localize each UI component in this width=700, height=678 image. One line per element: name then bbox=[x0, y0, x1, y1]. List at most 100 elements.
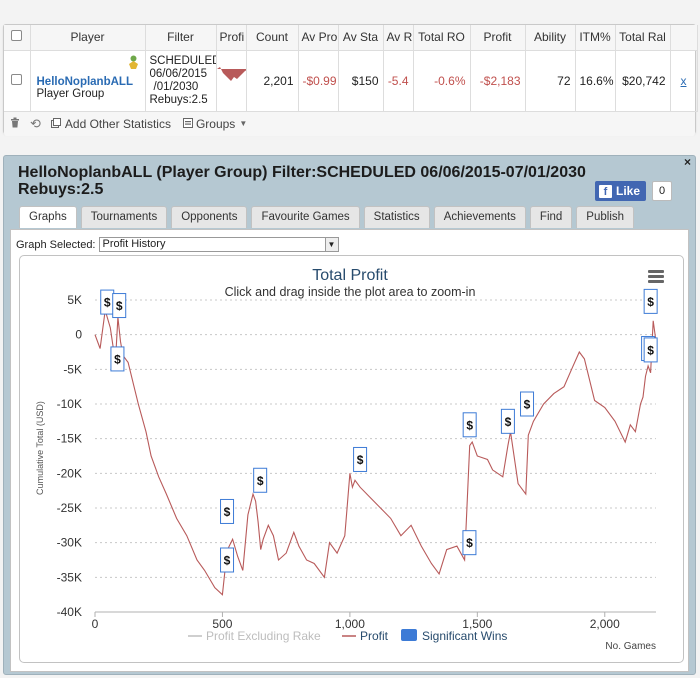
legend-swatch-significant-wins bbox=[401, 629, 417, 641]
refresh-icon[interactable]: ⟲ bbox=[30, 115, 41, 131]
legend-label-significant-wins: Significant Wins bbox=[422, 629, 507, 643]
x-tick-label: 500 bbox=[212, 617, 232, 631]
trash-icon[interactable] bbox=[10, 117, 20, 131]
col-header-itm[interactable]: ITM% bbox=[575, 25, 616, 51]
graph-selector: Graph Selected: Profit History ▼ bbox=[16, 237, 339, 252]
x-tick-label: 1,000 bbox=[335, 617, 365, 631]
tab-find[interactable]: Find bbox=[529, 206, 573, 228]
col-header-av-roi[interactable]: Av R bbox=[383, 25, 414, 51]
chevron-down-icon[interactable]: ▼ bbox=[239, 119, 248, 128]
significant-win-flag bbox=[462, 530, 477, 556]
col-header-ability[interactable]: Ability bbox=[525, 25, 576, 51]
chart-series bbox=[94, 310, 657, 596]
av-profit-value: -$0.99 bbox=[298, 50, 339, 112]
player-type: Player Group bbox=[36, 87, 105, 100]
significant-win-flag bbox=[112, 293, 127, 319]
significant-win-marker: $ bbox=[462, 412, 477, 438]
filter-line: Rebuys:2.5 bbox=[149, 93, 208, 106]
y-tick-label: -15K bbox=[57, 432, 82, 446]
significant-win-marker: $ bbox=[112, 293, 127, 319]
tab-opponents[interactable]: Opponents bbox=[171, 206, 248, 228]
filter-line: /01/2030 bbox=[153, 80, 199, 93]
x-tick-label: 0 bbox=[92, 617, 99, 631]
player-group-icon bbox=[128, 55, 139, 69]
significant-win-marker: $ bbox=[100, 289, 115, 315]
chart-container[interactable]: Total Profit Click and drag inside the p… bbox=[19, 255, 684, 663]
tab-publish[interactable]: Publish bbox=[576, 206, 635, 228]
significant-win-label: $ bbox=[466, 536, 473, 550]
col-header-remove bbox=[670, 25, 698, 51]
groups-dropdown[interactable]: Groups bbox=[195, 116, 236, 131]
profit-chart[interactable]: Total Profit Click and drag inside the p… bbox=[20, 256, 683, 662]
facebook-like: f Like 0 bbox=[595, 181, 673, 201]
chart-menu-icon[interactable] bbox=[648, 270, 664, 285]
significant-win-flag bbox=[220, 547, 235, 573]
x-axis-label: No. Games bbox=[605, 641, 656, 652]
row-checkbox[interactable] bbox=[11, 73, 23, 85]
significant-win-flag bbox=[253, 467, 268, 493]
significant-win-marker: $ bbox=[643, 337, 658, 363]
stats-table: Player Filter Profi Count Av Pro Av Sta … bbox=[4, 25, 698, 112]
facebook-like-button[interactable]: f Like bbox=[595, 181, 647, 201]
chart-subtitle: Click and drag inside the plot area to z… bbox=[225, 285, 476, 299]
chart-title: Total Profit bbox=[312, 267, 388, 284]
significant-win-marker: $ bbox=[643, 288, 658, 314]
col-header-profit[interactable]: Profit bbox=[470, 25, 526, 51]
tab-achievements[interactable]: Achievements bbox=[433, 206, 526, 228]
col-header-av-profit[interactable]: Av Pro bbox=[298, 25, 339, 51]
select-all-header[interactable] bbox=[4, 25, 31, 51]
legend-label-profit-excluding-rake: Profit Excluding Rake bbox=[206, 629, 321, 643]
significant-win-label: $ bbox=[647, 343, 654, 357]
col-header-profit-graph[interactable]: Profi bbox=[216, 25, 247, 51]
tab-favourite-games[interactable]: Favourite Games bbox=[251, 206, 360, 228]
significant-win-marker: $ bbox=[110, 346, 125, 372]
col-header-total-roi[interactable]: Total RO bbox=[413, 25, 471, 51]
tab-graphs[interactable]: Graphs bbox=[19, 206, 77, 228]
significant-win-marker: $ bbox=[253, 467, 268, 493]
series-line-profit bbox=[94, 310, 657, 596]
tab-tournaments[interactable]: Tournaments bbox=[80, 206, 168, 228]
significant-win-marker: $ bbox=[353, 446, 368, 472]
graph-select-dropdown[interactable]: Profit History ▼ bbox=[98, 237, 339, 252]
ability-value: 72 bbox=[525, 50, 576, 112]
significant-wins-markers: $$$$$$$$$$$$$$ bbox=[100, 288, 658, 573]
tab-bar: Graphs Tournaments Opponents Favourite G… bbox=[19, 206, 638, 228]
panel-title: HelloNoplanbALL (Player Group) Filter:SC… bbox=[18, 164, 586, 198]
profit-sparkline[interactable] bbox=[216, 50, 247, 112]
y-tick-label: -25K bbox=[57, 501, 82, 515]
remove-row-link[interactable]: x bbox=[670, 50, 698, 112]
chart-axes: 5K 0 -5K -10K -15K -20K -25K -30K -35K -40K 0 500 1,… bbox=[57, 293, 656, 631]
y-tick-label: 5K bbox=[67, 293, 82, 307]
profit-value: -$2,183 bbox=[470, 50, 526, 112]
tab-statistics[interactable]: Statistics bbox=[363, 206, 430, 228]
table-toolbar: ⟲ Add Other Statistics Groups ▼ bbox=[4, 111, 695, 136]
y-tick-label: -5K bbox=[63, 362, 82, 376]
select-all-checkbox[interactable] bbox=[11, 30, 23, 42]
av-roi-value: -5.4 bbox=[383, 50, 414, 112]
y-tick-label: -40K bbox=[57, 605, 82, 619]
add-statistics-button[interactable]: Add Other Statistics bbox=[64, 116, 171, 131]
significant-win-label: $ bbox=[257, 474, 264, 488]
y-tick-label: -20K bbox=[57, 466, 82, 480]
filter-line: SCHEDULED bbox=[149, 54, 216, 67]
player-name-link[interactable]: HelloNoplanbALL bbox=[36, 75, 133, 88]
x-tick-label: 2,000 bbox=[590, 617, 620, 631]
col-header-av-stake[interactable]: Av Sta bbox=[338, 25, 384, 51]
y-axis-label: Cumulative Total (USD) bbox=[35, 401, 45, 495]
col-header-filter[interactable]: Filter bbox=[145, 25, 217, 51]
graph-select-value: Profit History bbox=[102, 238, 166, 250]
significant-win-flag bbox=[500, 408, 515, 434]
col-header-player[interactable]: Player bbox=[30, 25, 146, 51]
significant-win-flag bbox=[353, 446, 368, 472]
chevron-down-icon[interactable]: ▼ bbox=[324, 238, 338, 251]
significant-win-label: $ bbox=[524, 398, 531, 412]
close-icon[interactable]: × bbox=[683, 155, 691, 169]
stats-panel: Player Filter Profi Count Av Pro Av Sta … bbox=[3, 24, 698, 136]
col-header-count[interactable]: Count bbox=[246, 25, 299, 51]
y-tick-label: -10K bbox=[57, 397, 82, 411]
col-header-total-rake[interactable]: Total Ral bbox=[615, 25, 671, 51]
chart-grid bbox=[95, 299, 656, 613]
count-value: 2,201 bbox=[246, 50, 299, 112]
significant-win-label: $ bbox=[116, 299, 123, 313]
facebook-icon: f bbox=[599, 184, 612, 198]
